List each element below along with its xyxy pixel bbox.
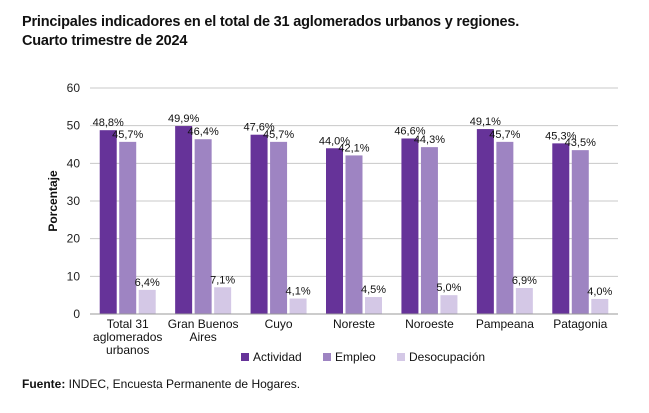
data-label: 43,5% xyxy=(565,137,596,149)
data-label: 4,1% xyxy=(286,286,311,298)
bar-actividad xyxy=(175,126,193,314)
data-label: 6,9% xyxy=(512,275,537,287)
bar-empleo xyxy=(420,147,438,314)
x-tick-label: Aires xyxy=(189,330,216,344)
bar-actividad xyxy=(99,130,117,314)
data-label: 45,3% xyxy=(545,130,576,142)
data-label: 45,7% xyxy=(112,129,143,141)
data-label: 44,3% xyxy=(414,134,445,146)
x-tick-label: aglomerados xyxy=(93,330,162,344)
legend-swatch-empleo xyxy=(323,353,331,361)
data-label: 5,0% xyxy=(436,282,461,294)
y-tick-label: 0 xyxy=(73,307,80,321)
data-label: 46,4% xyxy=(188,126,219,138)
data-label: 42,1% xyxy=(338,142,369,154)
data-label: 44,0% xyxy=(319,135,350,147)
data-label: 7,1% xyxy=(210,274,235,286)
y-axis-label: Porcentaje xyxy=(46,170,60,232)
x-tick-label: urbanos xyxy=(106,343,149,357)
data-label: 4,5% xyxy=(361,284,386,296)
bar-desocupación xyxy=(440,295,458,314)
x-tick-label: Patagonia xyxy=(553,317,607,331)
x-tick-label: Cuyo xyxy=(265,317,293,331)
data-label: 49,9% xyxy=(168,113,199,125)
data-label: 48,8% xyxy=(93,117,124,129)
bar-empleo xyxy=(270,141,288,314)
y-tick-label: 50 xyxy=(67,119,81,133)
x-tick-label: Noreste xyxy=(333,317,375,331)
data-label: 45,7% xyxy=(489,129,520,141)
y-tick-label: 20 xyxy=(67,232,81,246)
bar-empleo xyxy=(496,141,514,314)
legend-label: Empleo xyxy=(335,350,376,364)
data-label: 6,4% xyxy=(135,277,160,289)
data-label: 45,7% xyxy=(263,129,294,141)
bar-actividad xyxy=(552,143,570,314)
bar-empleo xyxy=(194,139,212,314)
bar-desocupación xyxy=(214,287,232,314)
x-tick-label: Gran Buenos xyxy=(168,317,239,331)
x-tick-label: Pampeana xyxy=(476,317,534,331)
bar-empleo xyxy=(345,155,363,314)
data-label: 49,1% xyxy=(470,116,501,128)
source-text: INDEC, Encuesta Permanente de Hogares. xyxy=(65,377,301,391)
bar-actividad xyxy=(401,138,419,314)
bar-empleo xyxy=(571,150,589,314)
source-label: Fuente: xyxy=(22,377,66,391)
bar-actividad xyxy=(326,148,343,314)
data-label: 46,6% xyxy=(394,125,425,137)
data-label: 4,0% xyxy=(587,286,612,298)
title-line-2: Cuarto trimestre de 2024 xyxy=(22,33,188,49)
bar-actividad xyxy=(476,129,494,314)
source-note: Fuente: INDEC, Encuesta Permanente de Ho… xyxy=(22,377,300,391)
legend-label: Actividad xyxy=(253,350,302,364)
y-tick-label: 10 xyxy=(67,269,81,283)
x-tick-label: Noroeste xyxy=(405,317,454,331)
bar-empleo xyxy=(119,141,137,314)
chart-title: Principales indicadores en el total de 3… xyxy=(22,13,519,51)
bar-desocupación xyxy=(591,298,609,314)
y-tick-label: 60 xyxy=(67,81,81,95)
legend-label: Desocupación xyxy=(409,350,485,364)
bar-chart: 0 10 20 30 40 50 60 Porcentaje 48,8% 49,9% 47,6% 44… xyxy=(46,81,618,364)
data-label: 47,6% xyxy=(243,122,274,134)
x-tick-label: Total 31 xyxy=(107,317,149,331)
bar-desocupación xyxy=(515,288,533,314)
bar-desocupación xyxy=(365,297,382,314)
legend-swatch-actividad xyxy=(241,353,249,361)
y-tick-label: 40 xyxy=(67,156,81,170)
bar-desocupación xyxy=(138,289,156,314)
bar-actividad xyxy=(250,134,268,314)
title-line-1: Principales indicadores en el total de 3… xyxy=(22,14,520,30)
bar-desocupación xyxy=(289,298,307,314)
y-tick-label: 30 xyxy=(67,194,81,208)
legend-swatch-desocupación xyxy=(397,353,405,361)
